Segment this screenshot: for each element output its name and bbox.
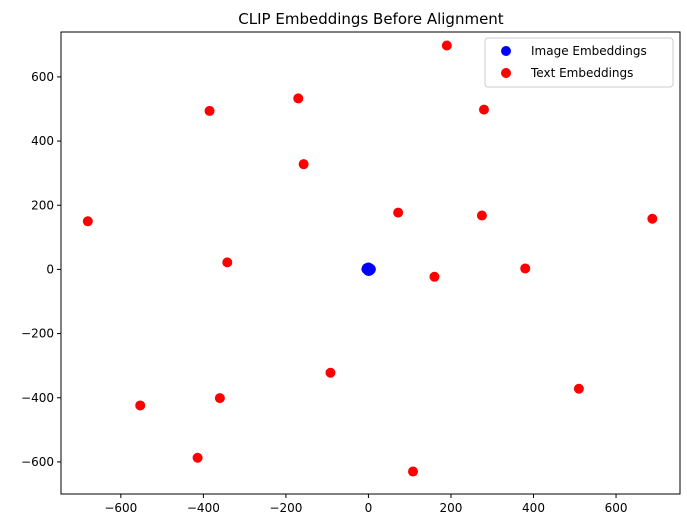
legend-label-text-embeddings: Text Embeddings [530,66,633,80]
y-tick-label: 400 [31,134,54,148]
text-embedding-point [135,400,146,411]
x-axis: −600 −400 −200 0 200 400 600 [104,494,627,515]
text-embedding-point [293,93,304,104]
chart-title: CLIP Embeddings Before Alignment [238,10,504,28]
text-embedding-point [408,466,418,477]
legend-box [484,37,674,88]
legend-marker-image-embeddings [501,46,511,56]
y-tick-label: 0 [46,262,54,276]
text-embedding-point [214,393,225,404]
text-embedding-point [82,216,93,227]
x-tick-label: 400 [522,501,545,515]
text-embedding-point [298,159,309,170]
y-tick-label: 600 [31,70,54,84]
text-embedding-point [429,271,440,282]
y-axis: −600 −400 −200 0 200 400 600 [21,70,61,469]
y-tick-label: −400 [21,391,54,405]
image-embedding-point [364,263,375,274]
text-embedding-point [204,105,215,116]
text-embedding-point [441,40,452,51]
text-embedding-point [192,452,203,463]
y-tick-label: −200 [21,327,54,341]
text-embedding-point [478,104,489,115]
text-embedding-point [520,263,531,274]
x-tick-label: −200 [269,501,302,515]
text-embedding-point [325,367,336,378]
text-embedding-point [393,207,404,218]
x-tick-label: 600 [605,501,628,515]
x-tick-label: −400 [187,501,220,515]
text-embedding-point [647,213,658,224]
legend-marker-text-embeddings [501,68,511,78]
points-layer [82,40,658,477]
x-tick-label: 200 [440,501,463,515]
text-embedding-point [573,383,584,394]
x-tick-label: −600 [104,501,137,515]
x-tick-label: 0 [365,501,373,515]
text-embedding-point [222,257,233,268]
legend-label-image-embeddings: Image Embeddings [531,44,647,58]
text-embedding-point [476,210,487,221]
y-tick-label: 200 [31,198,54,212]
y-tick-label: −600 [21,455,54,469]
legend: Image Embeddings Text Embeddings [484,37,674,88]
plot-frame [60,31,681,495]
